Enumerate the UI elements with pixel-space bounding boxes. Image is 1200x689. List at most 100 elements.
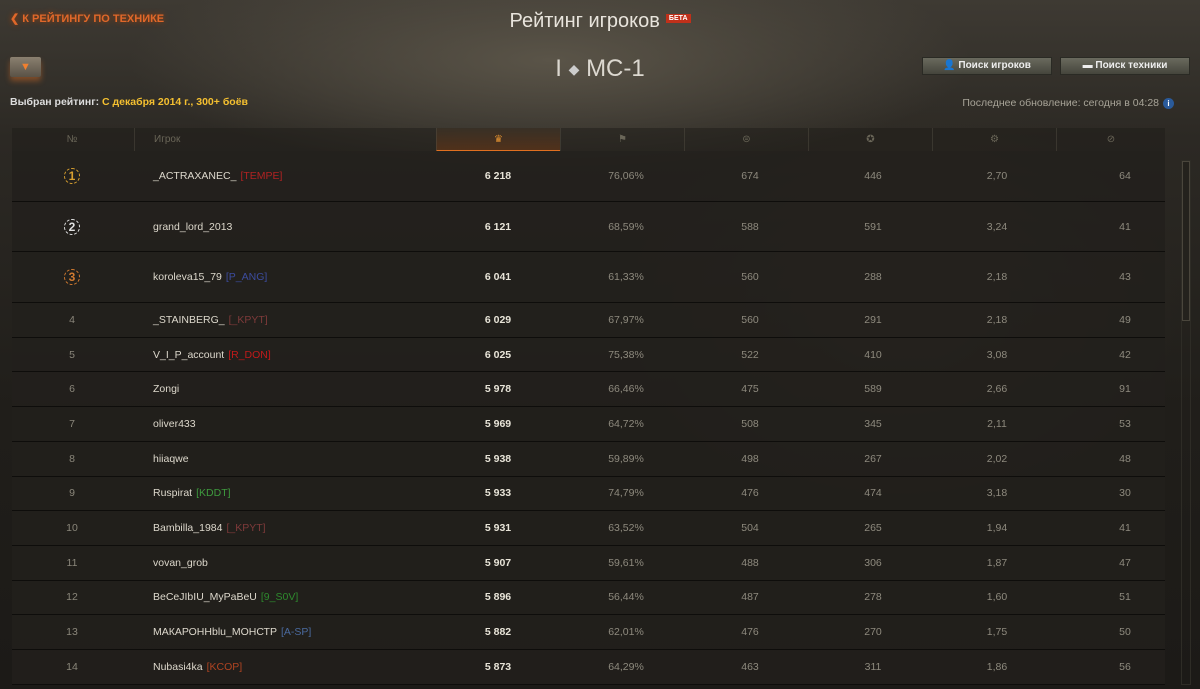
table-row[interactable]: 14 Nubasi4ka [KCOP] 5 873 64,29% 463 311 1,86 56 <box>12 649 1165 685</box>
rating-cell: 5 907 <box>484 556 512 569</box>
table-row[interactable]: 2 grand_lord_2013 6 121 68,59% 588 591 3,24 41 <box>12 201 1165 253</box>
spot-cell: 43 <box>1119 271 1131 284</box>
col-rating[interactable]: ♛ <box>436 128 560 151</box>
rank-cell: 12 <box>66 591 78 604</box>
player-cell: V_I_P_account [R_DON] <box>153 338 271 372</box>
selected-rating: Выбран рейтинг: С декабря 2014 г., 300+ … <box>10 96 248 108</box>
player-name[interactable]: Nubasi4ka <box>153 660 203 673</box>
flag-icon: ⚑ <box>618 134 627 145</box>
scrollbar[interactable] <box>1181 160 1191 685</box>
player-name[interactable]: _ACTRAXANEC_ <box>153 169 237 182</box>
player-cell: Bambilla_1984 [_KPYT] <box>153 511 266 545</box>
player-cell: Ruspirat [KDDT] <box>153 477 231 511</box>
rating-cell: 5 933 <box>484 487 512 500</box>
clan-tag[interactable]: [KDDT] <box>196 487 231 500</box>
win-cell: 64,72% <box>608 417 644 430</box>
rank-cell: 10 <box>66 522 78 535</box>
spot-cell: 56 <box>1119 660 1131 673</box>
table-row[interactable]: 6 Zongi 5 978 66,46% 475 589 2,66 91 <box>12 372 1165 408</box>
clan-tag[interactable]: [KCOP] <box>206 660 243 673</box>
col-player[interactable]: Игрок <box>134 128 436 151</box>
clan-tag[interactable]: [_KPYT] <box>228 313 268 326</box>
dmg-cell: 674 <box>741 169 759 182</box>
clan-tag[interactable]: [A-SP] <box>280 626 312 639</box>
player-name[interactable]: _STAINBERG_ <box>153 313 225 326</box>
frags-cell: 2,11 <box>987 417 1007 430</box>
rank-cell: 9 <box>69 487 75 500</box>
col-winrate[interactable]: ⚑ <box>560 128 684 151</box>
filter-button[interactable]: ▼ <box>10 57 41 77</box>
col-experience[interactable]: ✪ <box>808 128 932 151</box>
player-name[interactable]: koroleva15_79 <box>153 271 222 284</box>
user-icon: 👤 <box>943 60 956 71</box>
player-name[interactable]: МАКАРОННblu_МОНСТР <box>153 626 277 639</box>
table-row[interactable]: 9 Ruspirat [KDDT] 5 933 74,79% 476 474 3,18 30 <box>12 476 1165 512</box>
star-icon: ✪ <box>866 134 875 145</box>
table-row[interactable]: 12 BeCeJIbIU_MyPaBeU [9_S0V] 5 896 56,44% 487… <box>12 580 1165 616</box>
rating-cell: 5 978 <box>484 383 512 396</box>
search-players-label: Поиск игроков <box>958 60 1031 71</box>
search-players-button[interactable]: 👤 Поиск игроков <box>922 57 1052 75</box>
col-number[interactable]: № <box>66 134 78 145</box>
dmg-cell: 463 <box>741 660 759 673</box>
xp-cell: 291 <box>864 313 882 326</box>
tank-name: МС-1 <box>586 55 645 82</box>
col-frags[interactable]: ⚙ <box>932 128 1056 151</box>
clan-tag[interactable]: [_KPYT] <box>226 522 266 535</box>
player-name[interactable]: BeCeJIbIU_MyPaBeU <box>153 591 257 604</box>
table-row[interactable]: 10 Bambilla_1984 [_KPYT] 5 931 63,52% 504 265 1… <box>12 511 1165 546</box>
spot-cell: 47 <box>1119 556 1131 569</box>
frags-cell: 1,60 <box>986 591 1008 604</box>
xp-cell: 591 <box>864 220 882 233</box>
table-row[interactable]: 13 МАКАРОННblu_МОНСТР [A-SP] 5 882 62,01% 476… <box>12 615 1165 650</box>
table-row[interactable]: 3 koroleva15_79 [P_ANG] 6 041 61,33% 560 288 2,… <box>12 252 1165 304</box>
clan-tag[interactable]: [TEMPE] <box>240 169 283 182</box>
rating-cell: 5 873 <box>484 660 512 673</box>
search-vehicles-button[interactable]: ▬ Поиск техники <box>1060 57 1190 75</box>
player-name[interactable]: V_I_P_account <box>153 348 225 361</box>
tier: I <box>555 55 562 82</box>
player-name[interactable]: Zongi <box>153 383 180 396</box>
player-name[interactable]: hiiaqwe <box>153 452 189 465</box>
rating-cell: 6 025 <box>484 348 512 361</box>
dmg-cell: 498 <box>741 452 759 465</box>
table-row[interactable]: 8 hiiaqwe 5 938 59,89% 498 267 2,02 48 <box>12 441 1165 477</box>
rank-medal-icon: 3 <box>64 269 80 286</box>
rating-cell: 6 041 <box>484 271 512 284</box>
dmg-cell: 488 <box>741 556 759 569</box>
win-cell: 76,06% <box>608 169 644 182</box>
scrollbar-thumb[interactable] <box>1182 161 1190 321</box>
player-name[interactable]: Ruspirat <box>153 487 193 500</box>
player-cell: hiiaqwe <box>153 442 189 476</box>
table-row[interactable]: 4 _STAINBERG_ [_KPYT] 6 029 67,97% 560 291 2,18… <box>12 303 1165 338</box>
selected-value: С декабря 2014 г., 300+ боёв <box>102 96 249 108</box>
back-link-label: К РЕЙТИНГУ ПО ТЕХНИКЕ <box>22 13 165 25</box>
clan-tag[interactable]: [P_ANG] <box>225 271 268 284</box>
player-name[interactable]: oliver433 <box>153 417 196 430</box>
info-icon[interactable]: i <box>1163 98 1174 109</box>
col-spotted[interactable]: ⊘ <box>1056 128 1165 151</box>
player-name[interactable]: grand_lord_2013 <box>153 220 233 233</box>
spot-cell: 41 <box>1119 522 1131 535</box>
rank-cell: 1 <box>42 151 102 201</box>
spot-cell: 49 <box>1119 313 1131 326</box>
frags-cell: 2,18 <box>986 313 1008 326</box>
player-name[interactable]: Bambilla_1984 <box>153 522 223 535</box>
table-row[interactable]: 7 oliver433 5 969 64,72% 508 345 2,11 53 <box>12 407 1165 442</box>
table-row[interactable]: 11 vovan_grob 5 907 59,61% 488 306 1,87 47 <box>12 545 1165 581</box>
table-row[interactable]: 5 V_I_P_account [R_DON] 6 025 75,38% 522 410 3,… <box>12 337 1165 373</box>
table-row[interactable]: 1 _ACTRAXANEC_ [TEMPE] 6 218 76,06% 674 446 2,7… <box>12 151 1165 202</box>
clan-tag[interactable]: [R_DON] <box>228 348 271 361</box>
dmg-cell: 476 <box>741 626 759 639</box>
back-to-vehicle-rating-link[interactable]: ❮ К РЕЙТИНГУ ПО ТЕХНИКЕ <box>10 13 165 25</box>
win-cell: 64,29% <box>608 660 644 673</box>
player-name[interactable]: vovan_grob <box>153 556 208 569</box>
last-update: Последнее обновление: сегодня в 04:28 i <box>962 97 1174 109</box>
player-cell: _ACTRAXANEC_ [TEMPE] <box>153 151 282 201</box>
clan-tag[interactable]: [9_S0V] <box>260 591 299 604</box>
rating-cell: 5 931 <box>484 522 512 535</box>
col-damage[interactable]: ⊜ <box>684 128 808 151</box>
player-cell: vovan_grob <box>153 546 208 580</box>
frags-icon: ⚙ <box>990 134 999 145</box>
rank-cell: 13 <box>66 626 78 639</box>
